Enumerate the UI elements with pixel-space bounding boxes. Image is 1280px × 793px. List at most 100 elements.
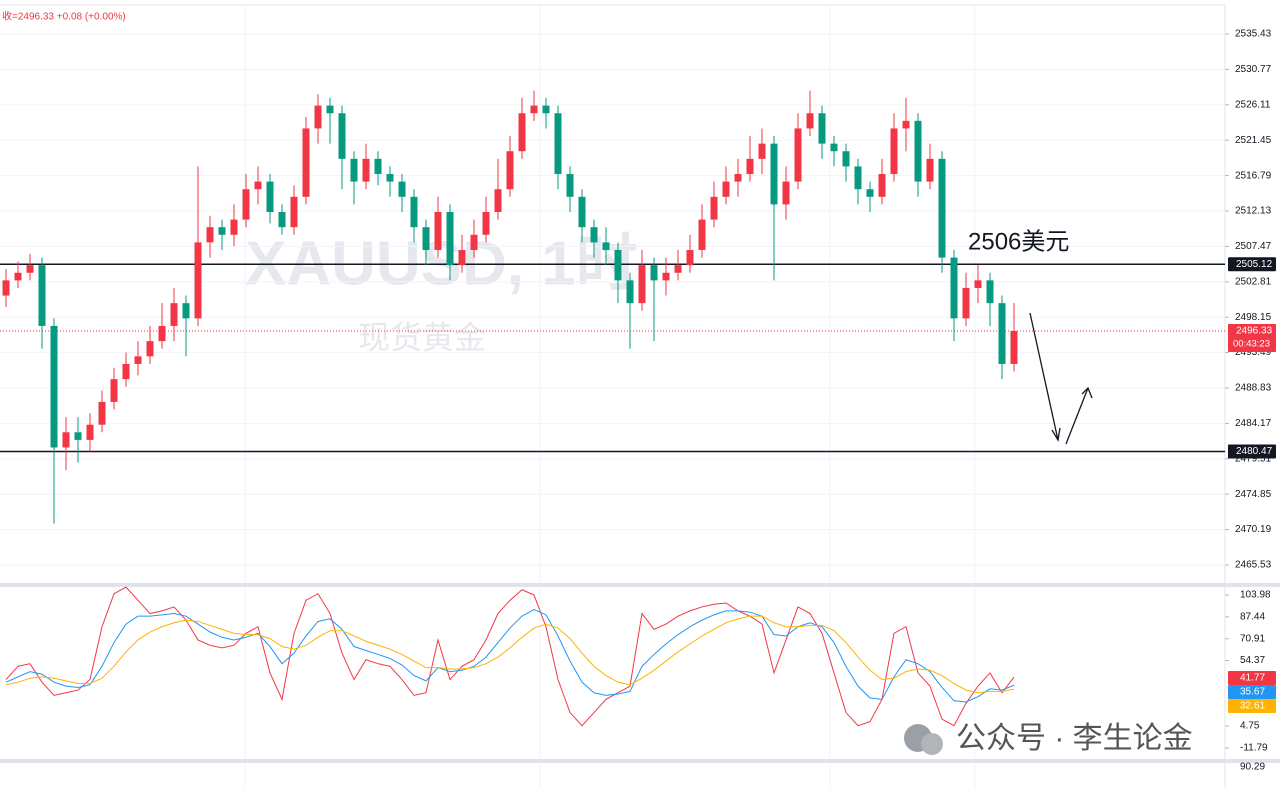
candle-body	[50, 325, 58, 448]
candle-body	[266, 181, 274, 212]
candle-body	[902, 120, 910, 129]
candle-body	[854, 166, 862, 190]
candle-body	[518, 113, 526, 152]
candle-body	[158, 325, 166, 342]
candle-body	[866, 189, 874, 197]
candle-body	[566, 174, 574, 197]
candle-body	[890, 128, 898, 175]
candle-body	[254, 181, 262, 190]
y-tick-label: 2512.13	[1235, 206, 1272, 217]
candle-body	[806, 113, 814, 129]
candle-body	[938, 158, 946, 258]
candle-body	[398, 181, 406, 197]
candle-body	[374, 158, 382, 175]
candle-body	[434, 211, 442, 250]
value-badge-text: 35.67	[1240, 687, 1265, 698]
candle-body	[758, 143, 766, 159]
candle-body	[314, 105, 322, 129]
candle-body	[482, 211, 490, 235]
candle-body	[926, 158, 934, 182]
candle-body	[278, 211, 286, 228]
candle-body	[710, 196, 718, 220]
candle-body	[782, 181, 790, 205]
candle-body	[962, 287, 970, 319]
y-tick-label: 2484.17	[1235, 418, 1272, 429]
candle-body	[446, 211, 454, 266]
y-tick-label: 90.29	[1240, 762, 1265, 773]
y-tick-label: 2470.19	[1235, 524, 1272, 535]
candle-body	[98, 401, 106, 425]
vertical-grid	[244, 5, 976, 788]
candle-body	[614, 249, 622, 281]
candle-body	[182, 303, 190, 319]
candle-body	[62, 432, 70, 448]
candle-body	[470, 234, 478, 250]
candle-body	[194, 242, 202, 319]
candle-body	[302, 128, 310, 197]
level-badge-text: 2480.47	[1236, 446, 1273, 457]
candle-body	[86, 424, 94, 440]
y-tick-label: 2465.53	[1235, 560, 1272, 571]
y-tick-label: 2521.45	[1235, 135, 1272, 146]
footer-text: 公众号 · 李生论金	[956, 722, 1193, 755]
candle-body	[410, 196, 418, 228]
y-tick-label: 2530.77	[1235, 64, 1272, 75]
candle-body	[698, 219, 706, 250]
level-badge	[1228, 444, 1276, 459]
candle-body	[830, 143, 838, 152]
candle-body	[362, 158, 370, 182]
candle-body	[494, 189, 502, 212]
y-tick-label: 2488.83	[1235, 383, 1272, 394]
candle-body	[386, 174, 394, 182]
candle-body	[998, 303, 1006, 364]
candle-body	[722, 181, 730, 197]
indicator-line	[5, 586, 1015, 727]
y-tick-label: 2474.85	[1235, 489, 1272, 500]
y-tick-label: 70.91	[1240, 633, 1265, 644]
y-tick-label: -11.79	[1240, 743, 1268, 754]
indicator-line	[5, 609, 1015, 703]
indicator-line	[5, 615, 1015, 694]
watermark-sub: 现货黄金	[358, 319, 486, 355]
pane-divider	[0, 759, 1280, 763]
y-tick-label: 103.98	[1240, 590, 1271, 601]
level-badge	[1228, 257, 1276, 272]
y-tick-label: 2535.43	[1235, 29, 1272, 40]
candle-body	[986, 280, 994, 304]
legend-text: 收=2496.33 +0.08 (+0.00%)	[2, 10, 126, 23]
y-tick-label: 87.44	[1240, 612, 1265, 623]
candle-body	[242, 189, 250, 220]
y-tick-label: 54.37	[1240, 655, 1265, 666]
y-tick-label: 2507.47	[1235, 241, 1272, 252]
candle-body	[662, 272, 670, 281]
candle-body	[578, 196, 586, 228]
value-badge-text: 41.77	[1240, 673, 1265, 684]
forecast-arrow	[1029, 312, 1093, 445]
candle-body	[134, 356, 142, 364]
candle-body	[950, 257, 958, 319]
candle-body	[2, 280, 10, 296]
candle-body	[230, 219, 238, 235]
candle-body	[914, 120, 922, 182]
y-tick-label: 4.75	[1240, 721, 1260, 732]
y-tick-label: 2516.79	[1235, 170, 1272, 181]
candle-body	[170, 303, 178, 326]
candle-body	[686, 249, 694, 266]
candle-body	[110, 379, 118, 402]
candle-body	[746, 158, 754, 175]
candle-body	[74, 432, 82, 440]
candle-body	[14, 272, 22, 281]
pane-divider	[0, 583, 1280, 587]
candle-body	[590, 227, 598, 243]
candle-body	[818, 113, 826, 144]
candle-body	[674, 265, 682, 273]
candle-body	[602, 242, 610, 250]
y-tick-label: 2498.15	[1235, 312, 1272, 323]
candle-body	[974, 280, 982, 288]
candle-body	[1010, 331, 1018, 364]
candle-body	[794, 128, 802, 182]
y-tick-label: 2479.51	[1235, 453, 1272, 464]
candle-body	[650, 265, 658, 281]
countdown: 00:43:23	[1233, 339, 1270, 350]
